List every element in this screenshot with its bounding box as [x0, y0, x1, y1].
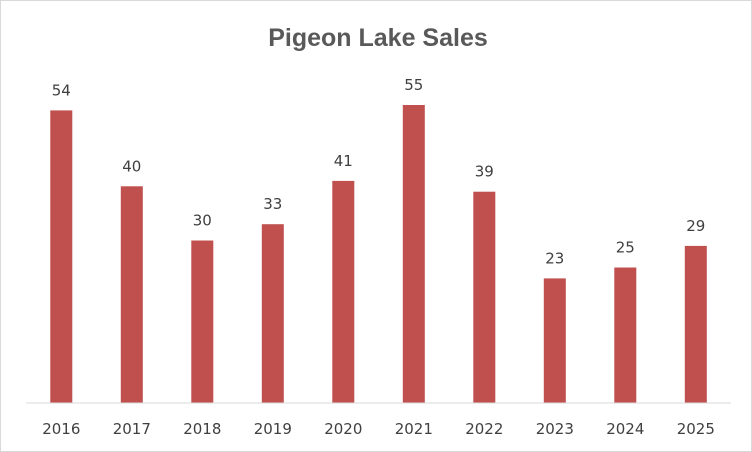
data-labels-group: 54 40 30 33 41 55 39 23 25 29 — [52, 76, 706, 267]
data-label-2021: 55 — [404, 76, 423, 94]
x-tick-label-2022: 2022 — [465, 420, 503, 438]
data-label-2018: 30 — [193, 212, 212, 230]
x-tick-label-2018: 2018 — [183, 420, 221, 438]
data-label-2020: 41 — [334, 152, 353, 170]
x-tick-label-2023: 2023 — [536, 420, 574, 438]
bar-2022 — [473, 191, 496, 403]
bar-2020 — [332, 180, 355, 403]
x-tick-label-2021: 2021 — [395, 420, 433, 438]
x-tick-label-2025: 2025 — [677, 420, 715, 438]
chart-title: Pigeon Lake Sales — [268, 24, 488, 52]
data-label-2025: 29 — [686, 217, 705, 235]
bars-group — [50, 105, 707, 404]
x-tick-labels-group: 2016 2017 2018 2019 2020 2021 2022 2023 2024 2025 — [42, 420, 715, 438]
bar-2019 — [261, 224, 284, 403]
bar-2024 — [614, 267, 637, 403]
bar-2016 — [50, 110, 73, 404]
data-label-2019: 33 — [263, 195, 282, 213]
x-tick-label-2020: 2020 — [324, 420, 362, 438]
x-tick-label-2019: 2019 — [254, 420, 292, 438]
data-label-2023: 23 — [545, 249, 564, 267]
bar-2018 — [191, 240, 214, 403]
data-label-2017: 40 — [122, 157, 141, 175]
x-tick-label-2024: 2024 — [606, 420, 644, 438]
x-tick-label-2017: 2017 — [113, 420, 151, 438]
bar-2021 — [402, 105, 425, 403]
x-tick-label-2016: 2016 — [42, 420, 80, 438]
bar-2023 — [543, 278, 566, 403]
bar-2025 — [684, 245, 707, 403]
data-label-2016: 54 — [52, 81, 71, 99]
bar-2017 — [120, 186, 143, 403]
data-label-2024: 25 — [616, 239, 635, 257]
data-label-2022: 39 — [475, 163, 494, 181]
